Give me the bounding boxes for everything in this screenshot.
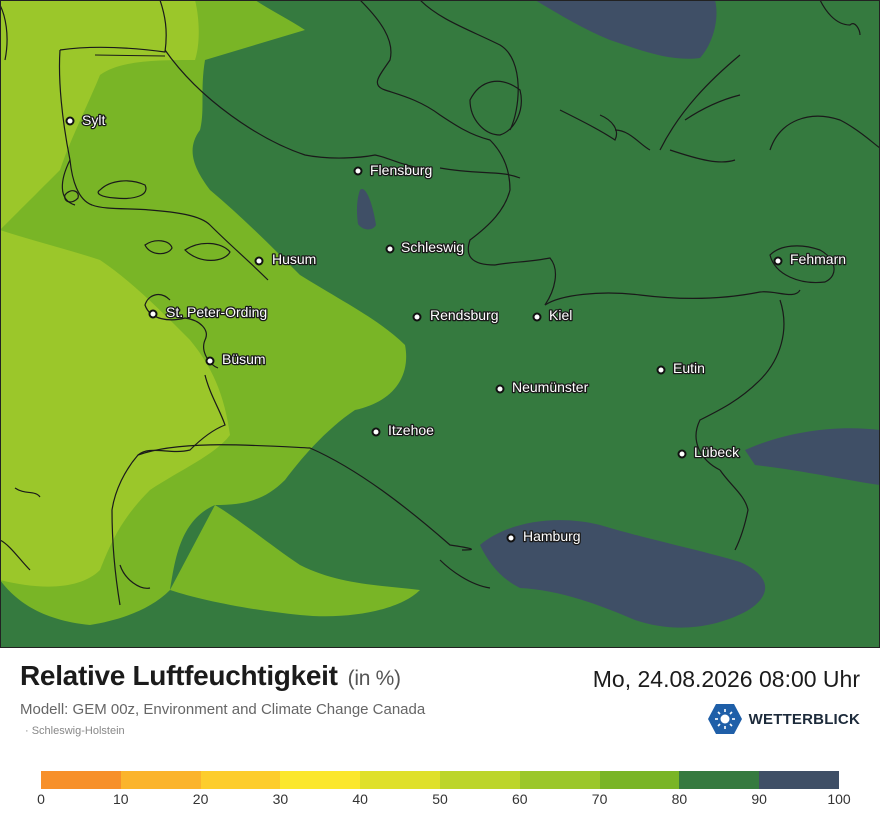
city-dot: [532, 312, 542, 322]
map-title: Relative Luftfeuchtigkeit (in %): [20, 660, 401, 692]
city-label: Sylt: [82, 112, 105, 128]
coastlines: [0, 0, 880, 606]
legend-tick-label: 20: [192, 791, 209, 807]
roads: [94, 54, 166, 57]
city-sylt: Sylt: [65, 111, 107, 129]
legend-tick-label: 30: [272, 791, 289, 807]
legend-swatch-5: [439, 771, 520, 789]
legend-swatch-7: [599, 771, 680, 789]
city-dot: [506, 533, 516, 543]
brand-name: WETTERBLICK: [748, 710, 860, 728]
footer: Relative Luftfeuchtigkeit (in %) Mo, 24.0…: [0, 648, 880, 830]
brand: WETTERBLICK: [707, 703, 860, 735]
city-eutin: Eutin: [656, 359, 706, 377]
city-kiel: Kiel: [532, 306, 574, 324]
city-dot: [773, 256, 783, 266]
city-label: Neumünster: [512, 379, 589, 395]
title-text: Relative Luftfeuchtigkeit: [20, 660, 338, 691]
city-dot: [371, 427, 381, 437]
city-label: Hamburg: [523, 528, 581, 544]
zone-70-80-south: [170, 505, 420, 617]
city-label: St. Peter-Ording: [166, 304, 267, 320]
legend-ticks: 0 10 20 30 40 50 60 70 80 90 100: [0, 791, 880, 811]
city-st-peter-ording: St. Peter-Ording: [148, 303, 268, 321]
city-label: Rendsburg: [430, 307, 499, 323]
humidity-map: Sylt Flensburg Schleswig Husum Fehmarn S…: [0, 0, 880, 648]
city-hamburg: Hamburg: [506, 527, 582, 545]
legend-tick-label: 10: [113, 791, 129, 807]
city-husum: Husum: [254, 250, 318, 268]
zone-60-70: [0, 0, 199, 230]
city-dot: [353, 166, 363, 176]
map-canvas: Sylt Flensburg Schleswig Husum Fehmarn S…: [0, 0, 880, 648]
zone-90-100-north: [535, 0, 717, 59]
zone-60-70-south: [0, 230, 230, 587]
model-info: Modell: GEM 00z, Environment and Climate…: [20, 701, 426, 718]
city-dot: [205, 356, 215, 366]
city-dot: [677, 449, 687, 459]
city-buesum: Büsum: [205, 350, 267, 368]
legend-tick-label: 80: [671, 791, 688, 807]
legend-tick-label: 70: [591, 791, 608, 807]
legend-swatch-0: [41, 771, 121, 789]
city-dot: [148, 309, 158, 319]
city-fehmarn: Fehmarn: [773, 250, 847, 268]
legend-tick-label: 50: [432, 791, 448, 807]
city-dot: [656, 365, 666, 375]
city-label: Fehmarn: [790, 251, 846, 267]
forecast-datetime: Mo, 24.08.2026 08:00 Uhr: [592, 666, 860, 692]
city-schleswig: Schleswig: [385, 238, 465, 256]
title-unit: (in %): [347, 667, 401, 690]
city-label: Büsum: [222, 351, 266, 367]
legend-tick-label: 40: [352, 791, 368, 807]
legend-swatch-3: [280, 771, 361, 789]
city-label: Kiel: [549, 307, 572, 323]
city-dot: [254, 256, 264, 266]
city-rendsburg: Rendsburg: [412, 306, 500, 324]
legend-tick-label: 60: [512, 791, 528, 807]
city-dot: [385, 244, 395, 254]
region-label: · Schleswig-Holstein: [25, 725, 125, 737]
zone-90-100-luebeck: [745, 428, 880, 485]
city-itzehoe: Itzehoe: [371, 421, 435, 439]
legend-swatch-9: [759, 771, 839, 789]
city-label: Eutin: [673, 360, 705, 376]
city-label: Husum: [272, 251, 316, 267]
legend-tick-label: 100: [827, 791, 851, 807]
legend-tick-label: 0: [37, 791, 45, 807]
city-neumuenster: Neumünster: [495, 378, 590, 396]
city-label: Schleswig: [401, 239, 464, 255]
legend-swatch-1: [120, 771, 201, 789]
city-label: Lübeck: [694, 444, 740, 460]
legend-swatch-6: [519, 771, 600, 789]
legend-colorbar: [41, 771, 839, 789]
zone-90-100-hamburg: [480, 520, 766, 628]
legend-swatch-8: [679, 771, 760, 789]
legend-swatch-2: [200, 771, 281, 789]
city-flensburg: Flensburg: [353, 161, 434, 179]
wetterblick-logo-icon: [707, 704, 742, 734]
city-label: Flensburg: [370, 162, 432, 178]
city-dot: [495, 384, 505, 394]
zone-90-100-schlei: [356, 189, 376, 230]
legend-swatch-4: [360, 771, 440, 789]
legend-tick-label: 90: [751, 791, 767, 807]
city-luebeck: Lübeck: [677, 443, 741, 461]
cities: Sylt Flensburg Schleswig Husum Fehmarn S…: [65, 111, 847, 545]
city-label: Itzehoe: [388, 422, 434, 438]
city-dot: [65, 116, 75, 126]
city-dot: [412, 312, 422, 322]
